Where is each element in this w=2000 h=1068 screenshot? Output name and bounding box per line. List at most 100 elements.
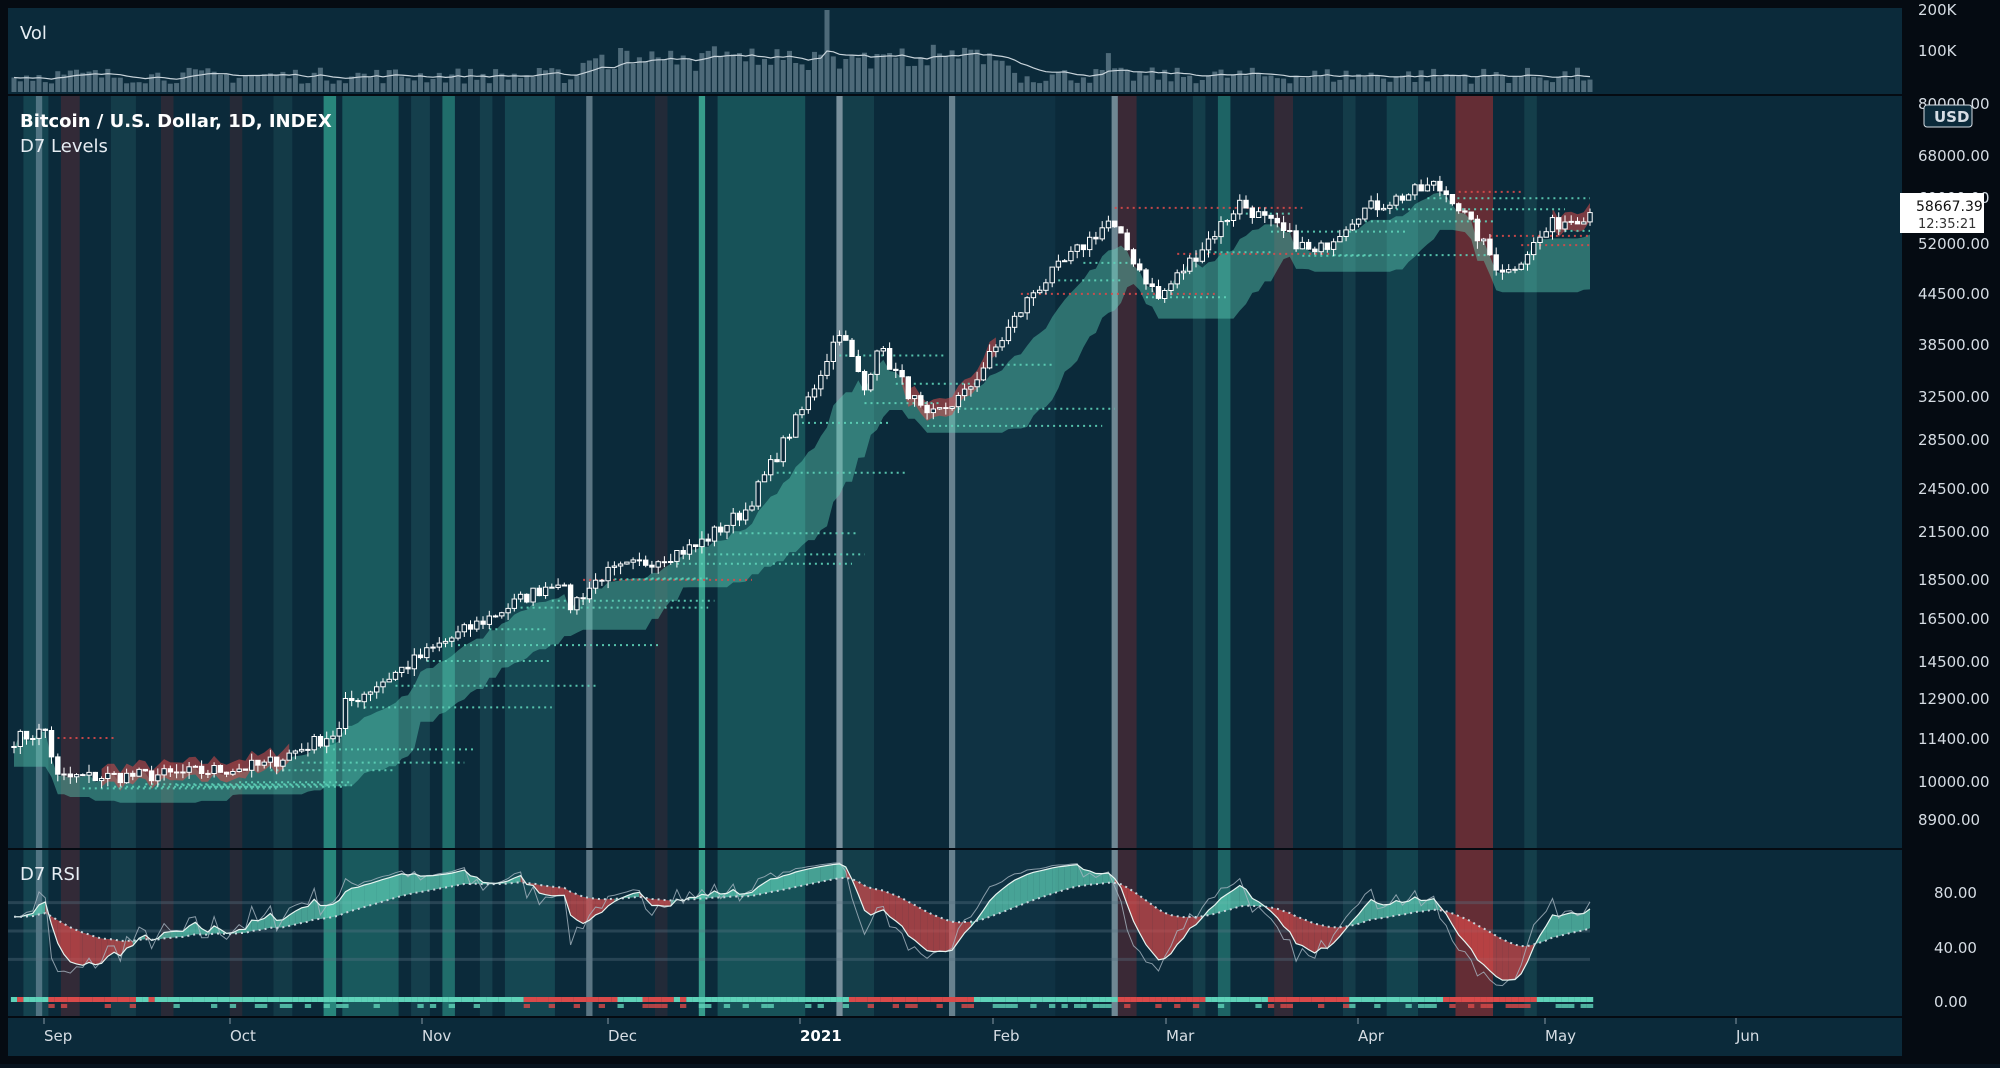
volume-bar [586,60,592,92]
volume-bar [217,74,223,92]
candle-body [1518,263,1524,270]
price-axis-label: 14500.00 [1918,653,1990,671]
volume-bar [1399,75,1405,92]
signal-band [698,96,706,848]
candle-body [1468,211,1474,220]
rsi-fill-segment [595,898,602,915]
rsi-fill-segment [420,875,427,892]
rsi-signal-tick [1499,997,1506,1002]
rsi-fill-segment [908,901,915,941]
candle-body [699,538,705,548]
rsi-signal-tick [1086,997,1093,1002]
volume-bar [493,69,499,92]
rsi-signal-tick [454,997,462,1002]
rsi-signal-tick [1224,997,1231,1002]
rsi-signal-tick [1042,997,1050,1002]
candle-body [674,550,680,562]
candle-body [918,395,924,406]
candle-body [1124,232,1130,251]
volume-bar [11,77,17,92]
rsi-signal-tick [561,997,568,1002]
rsi-signal-tick [1480,1004,1487,1008]
rsi-signal-tick [573,1004,580,1008]
candle-body [1537,236,1543,243]
volume-pane[interactable] [8,8,1902,94]
candle-body [680,550,686,555]
rsi-signal-tick [1167,997,1175,1002]
volume-bar [317,67,323,92]
volume-bar [1093,69,1099,92]
candle-body [1237,199,1243,215]
rsi-signal-tick [567,997,574,1002]
rsi-signal-tick [648,1004,656,1008]
rsi-signal-tick [154,997,161,1002]
rsi-fill-segment [1102,873,1109,884]
candle-body [1568,220,1574,223]
candle-body [486,615,493,625]
rsi-signal-tick [1024,997,1031,1002]
candle-body [236,768,242,772]
candle-body [36,728,42,739]
volume-bar [949,50,955,92]
candle-body [893,368,899,371]
candle-body [1424,184,1431,192]
candle-body [530,587,536,603]
rsi-smoothed-line [14,863,1591,981]
volume-bar [1568,79,1574,92]
rsi-fill-segment [82,932,89,966]
time-axis[interactable] [8,1018,1902,1056]
rsi-signal-tick [1343,1004,1350,1008]
rsi-fill-segment [1158,909,1165,960]
signal-band [842,96,874,848]
volume-bar [574,75,580,92]
volume-bar [880,54,886,92]
candle-body [749,505,755,511]
signal-band [655,96,668,848]
rsi-signal-tick [1092,1004,1100,1008]
chart-title: Bitcoin / U.S. Dollar, 1D, INDEX [20,111,332,132]
candle-body [1431,180,1437,186]
rsi-fill-segment [70,927,77,964]
rsi-signal-tick [223,997,230,1002]
rsi-fill-segment [51,916,58,944]
candle-body [1324,242,1330,250]
rsi-signal-tick [1080,1004,1087,1008]
volume-bar [1356,74,1362,92]
rsi-signal-tick [1349,997,1356,1002]
volume-bar [780,60,786,92]
volume-bar [136,82,142,92]
volume-bar [186,67,192,92]
rsi-signal-tick [892,997,899,1002]
rsi-fill-segment [239,929,246,934]
volume-bar [1156,79,1161,92]
candle-body [1099,227,1105,240]
candle-body [155,774,161,782]
candle-body [1074,244,1080,252]
candle-body [1437,180,1443,192]
candle-body [1280,222,1287,232]
rsi-signal-band [442,850,455,1016]
rsi-fill-segment [1177,916,1184,945]
volume-bar [1324,69,1330,92]
volume-bar [1037,83,1043,92]
candle-body [1093,236,1099,240]
candle-body [755,481,761,507]
last-price-badge[interactable]: 58667.39 12:35:21 [1900,193,1984,233]
volume-bar [1074,82,1080,92]
currency-badge[interactable] [1923,104,1973,128]
rsi-fill-segment [339,891,346,916]
rsi-signal-tick [1105,1004,1112,1008]
rsi-signal-band [504,850,555,1016]
rsi-fill-segment [445,873,452,888]
rsi-signal-tick [1255,1004,1262,1008]
volume-bar [937,53,943,92]
rsi-signal-tick [1580,1004,1587,1008]
rsi-signal-tick [1280,1004,1287,1008]
rsi-signal-tick [498,997,505,1002]
rsi-fill-segment [570,891,577,920]
candle-body [255,759,261,766]
candle-body [899,370,905,378]
rsi-fill-segment [1558,914,1565,937]
